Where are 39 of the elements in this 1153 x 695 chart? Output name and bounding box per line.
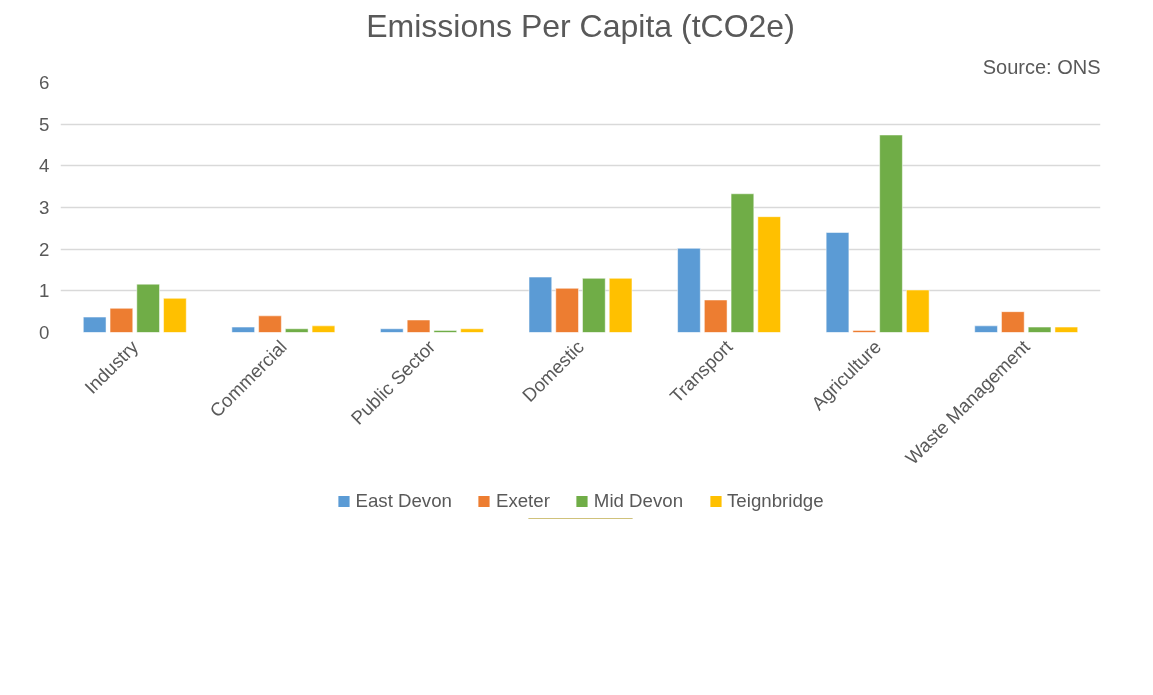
y-tick-label: 1 [39, 280, 50, 302]
y-tick-label: 2 [39, 238, 50, 260]
bar [609, 278, 633, 333]
bar [311, 325, 336, 333]
bar [1054, 326, 1078, 333]
legend-label: Exeter [495, 489, 550, 512]
bar [704, 299, 728, 333]
bar [1001, 311, 1025, 333]
y-tick-label: 0 [39, 322, 50, 343]
bar [163, 298, 187, 333]
bar [1027, 326, 1052, 333]
bar [285, 328, 309, 333]
legend-label: Mid Devon [593, 489, 684, 512]
bar [406, 319, 431, 333]
bar [380, 328, 404, 333]
bar [136, 283, 160, 333]
bar [582, 278, 606, 333]
bar [757, 216, 781, 333]
bar [460, 328, 484, 333]
y-tick-label: 6 [39, 72, 50, 93]
y-tick-label: 3 [39, 197, 50, 218]
bar [906, 289, 930, 333]
bar [677, 248, 701, 333]
bar [528, 276, 552, 333]
legend-label: Teignbridge [727, 489, 824, 512]
bar [879, 134, 903, 333]
bar [974, 325, 998, 333]
bar [825, 232, 850, 333]
bar [258, 315, 282, 333]
y-tick-label: 4 [39, 155, 50, 177]
bar [109, 308, 134, 333]
source-note: Source: ONS [982, 55, 1101, 78]
legend-label: East Devon [355, 489, 452, 512]
bar [231, 326, 255, 333]
bar [730, 193, 755, 333]
y-tick-label: 5 [39, 113, 50, 135]
bar [83, 316, 107, 333]
chart-title: Emissions Per Capita (tCO2e) [366, 7, 795, 44]
bar [555, 288, 579, 333]
